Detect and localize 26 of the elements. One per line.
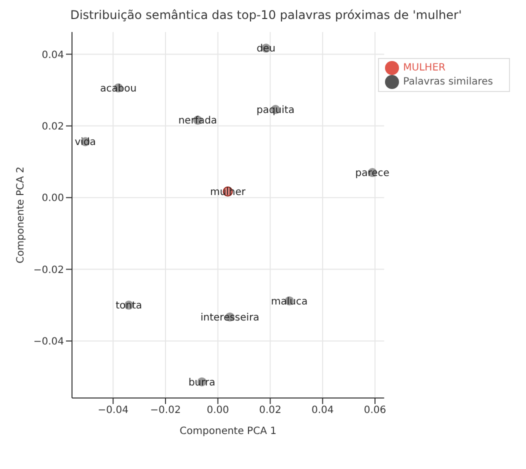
data-label: interesseira <box>200 312 260 324</box>
data-label: acabou <box>100 83 137 94</box>
y-tick-label: 0.02 <box>42 121 64 132</box>
x-tick-label: −0.04 <box>98 405 128 416</box>
x-tick-label: 0.06 <box>364 405 386 416</box>
y-tick-label: −0.02 <box>33 264 64 276</box>
x-tick-label: 0.00 <box>206 405 229 416</box>
y-axis-title: Componente PCA 2 <box>16 166 27 264</box>
legend-label: Palavras similares <box>403 76 493 88</box>
y-tick-label: −0.04 <box>33 336 64 348</box>
y-tick-label: 0.04 <box>42 50 64 61</box>
data-label: tonta <box>116 300 142 312</box>
x-axis-title: Componente PCA 1 <box>180 426 276 437</box>
y-tick-label: 0.00 <box>42 193 64 204</box>
data-label: deu <box>256 44 276 55</box>
data-label: nerfada <box>178 116 218 127</box>
data-label: parece <box>355 168 390 180</box>
legend-label: MULHER <box>403 62 446 74</box>
chart-title: Distribuição semântica das top-10 palavras próximas de 'mulher' <box>69 8 463 24</box>
x-tick-label: −0.02 <box>150 405 181 416</box>
data-label: burra <box>188 377 216 388</box>
x-tick-label: 0.04 <box>311 405 334 416</box>
x-tick-label: 0.02 <box>259 405 282 416</box>
data-label: vida <box>74 137 96 148</box>
data-label: paquita <box>256 104 294 116</box>
data-label: maluca <box>271 296 308 308</box>
